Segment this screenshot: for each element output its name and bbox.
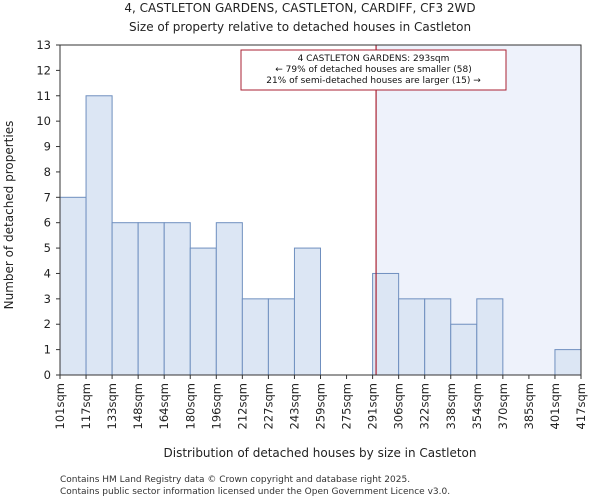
annotation-box [240,49,507,91]
x-tick-label: 101sqm [53,383,67,429]
x-tick-label: 291sqm [366,383,380,429]
y-tick-label: 13 [36,38,51,52]
y-tick-label: 9 [44,140,51,154]
bar [424,298,452,376]
bar [163,222,191,376]
x-tick-label: 275sqm [340,383,354,429]
x-tick-label: 401sqm [548,383,562,429]
y-tick-label: 3 [44,292,51,306]
x-tick-label: 212sqm [235,383,249,429]
x-tick-label: 133sqm [105,383,119,429]
y-tick-label: 5 [44,241,51,255]
bar [241,298,269,376]
x-tick-label: 164sqm [157,383,171,429]
annotation-line: 21% of semi-detached houses are larger (… [266,76,481,86]
bar [85,95,113,376]
bar [450,323,478,376]
y-tick-label: 10 [36,114,51,128]
x-tick-label: 417sqm [574,383,588,429]
chart-title: 4, CASTLETON GARDENS, CASTLETON, CARDIFF… [124,1,475,15]
bar [137,222,165,376]
bar [476,298,504,376]
bar [267,298,295,376]
y-tick-label: 1 [44,343,51,357]
annotation-line: 4 CASTLETON GARDENS: 293sqm [298,54,450,64]
bar [189,247,217,376]
bar [293,247,322,376]
bar [554,349,582,376]
bar [111,222,139,376]
chart-subtitle: Size of property relative to detached ho… [129,20,471,34]
footer-line-1: Contains HM Land Registry data © Crown c… [60,475,410,485]
x-tick-label: 243sqm [287,383,301,429]
bar [398,298,426,376]
y-tick-label: 12 [36,63,51,77]
y-tick-label: 11 [36,89,51,103]
y-tick-label: 0 [44,368,51,382]
x-tick-label: 354sqm [470,383,484,429]
x-tick-label: 196sqm [209,383,223,429]
x-axis-label: Distribution of detached houses by size … [164,446,477,460]
x-tick-label: 322sqm [418,383,432,429]
y-axis-label: Number of detached properties [2,121,16,310]
x-tick-label: 306sqm [392,383,406,429]
bar [215,222,243,376]
bar [59,196,87,376]
x-tick-label: 180sqm [183,383,197,429]
y-tick-label: 7 [44,190,51,204]
y-tick-label: 8 [44,165,51,179]
x-tick-label: 148sqm [131,383,145,429]
x-tick-label: 338sqm [444,383,458,429]
y-tick-label: 2 [44,317,51,331]
footer-line-2: Contains public sector information licen… [60,487,450,497]
bar [372,272,400,376]
y-tick-label: 6 [44,216,51,230]
x-tick-label: 259sqm [314,383,328,429]
x-tick-label: 117sqm [79,383,93,429]
x-tick-label: 385sqm [522,383,536,429]
y-tick-label: 4 [44,266,51,280]
x-tick-label: 370sqm [496,383,510,429]
annotation-line: ← 79% of detached houses are smaller (58… [275,65,472,75]
x-tick-label: 227sqm [261,383,275,429]
